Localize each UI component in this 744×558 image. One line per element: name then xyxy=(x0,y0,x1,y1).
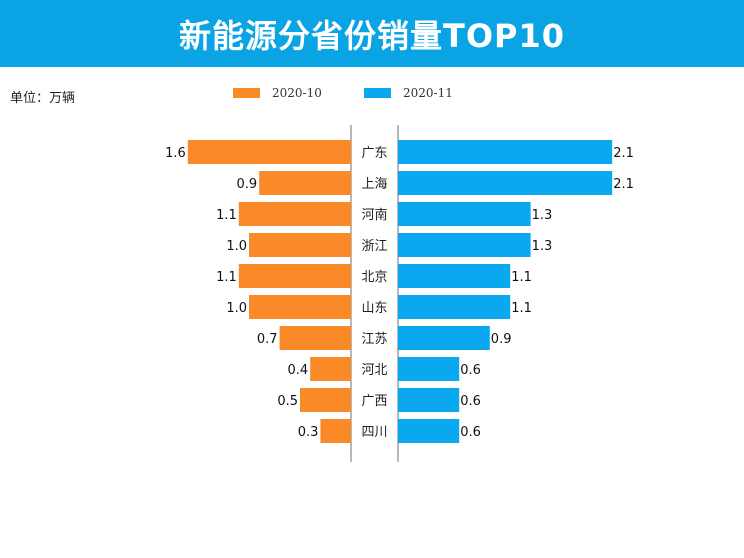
category-label: 广东 xyxy=(361,146,387,161)
value-label-2020-11: 0.9 xyxy=(491,332,512,347)
bar-2020-10-北京 xyxy=(238,264,351,288)
bar-2020-11-江苏 xyxy=(398,326,490,350)
value-label-2020-11: 1.1 xyxy=(511,301,532,316)
value-label-2020-10: 0.9 xyxy=(237,177,258,192)
bar-2020-10-广西 xyxy=(300,388,351,412)
value-label-2020-11: 1.1 xyxy=(511,270,532,285)
bar-2020-10-河北 xyxy=(310,357,351,381)
bar-2020-10-上海 xyxy=(259,171,351,195)
bar-2020-11-广西 xyxy=(398,388,460,412)
value-label-2020-10: 1.0 xyxy=(226,301,247,316)
category-label: 河北 xyxy=(361,363,387,378)
category-label: 广西 xyxy=(361,394,387,409)
value-label-2020-10: 0.4 xyxy=(288,363,309,378)
bar-2020-11-广东 xyxy=(398,140,613,164)
bar-2020-11-山东 xyxy=(398,295,511,319)
bar-2020-11-浙江 xyxy=(398,233,531,257)
unit-label: 单位：万辆 xyxy=(10,91,76,106)
bar-2020-11-上海 xyxy=(398,171,613,195)
value-label-2020-11: 0.6 xyxy=(460,363,481,378)
category-label: 上海 xyxy=(361,177,387,192)
legend-swatch-nov xyxy=(364,88,391,98)
bar-2020-10-广东 xyxy=(187,140,351,164)
legend-label-oct: 2020-10 xyxy=(272,86,322,100)
category-label: 浙江 xyxy=(361,239,387,254)
category-label: 江苏 xyxy=(361,331,387,347)
value-label-2020-10: 0.7 xyxy=(257,332,278,347)
bar-2020-10-河南 xyxy=(238,202,351,226)
bar-2020-11-河北 xyxy=(398,357,460,381)
value-label-2020-10: 1.1 xyxy=(216,270,237,285)
value-label-2020-11: 1.3 xyxy=(532,208,553,223)
category-label: 河南 xyxy=(361,207,387,223)
legend-item-oct: 2020-10 xyxy=(233,86,322,100)
legend-label-nov: 2020-11 xyxy=(403,86,453,100)
bar-2020-10-浙江 xyxy=(249,233,351,257)
bar-2020-11-河南 xyxy=(398,202,531,226)
bar-2020-10-四川 xyxy=(320,419,351,443)
value-label-2020-11: 2.1 xyxy=(613,177,634,192)
chart-title: 新能源分省份销量TOP10 xyxy=(178,16,566,55)
value-label-2020-10: 1.1 xyxy=(216,208,237,223)
value-label-2020-10: 1.6 xyxy=(165,146,186,161)
value-label-2020-11: 1.3 xyxy=(532,239,553,254)
legend-item-nov: 2020-11 xyxy=(364,86,453,100)
value-label-2020-10: 1.0 xyxy=(226,239,247,254)
category-label: 山东 xyxy=(361,301,387,316)
value-label-2020-11: 2.1 xyxy=(613,146,634,161)
value-label-2020-11: 0.6 xyxy=(460,425,481,440)
legend-swatch-oct xyxy=(233,88,260,98)
value-label-2020-10: 0.5 xyxy=(277,394,298,409)
title-bar: 新能源分省份销量TOP10 xyxy=(0,0,744,67)
value-label-2020-11: 0.6 xyxy=(460,394,481,409)
bar-2020-10-江苏 xyxy=(279,326,351,350)
bar-2020-11-四川 xyxy=(398,419,460,443)
value-label-2020-10: 0.3 xyxy=(298,425,319,440)
bar-2020-11-北京 xyxy=(398,264,511,288)
category-label: 北京 xyxy=(361,270,387,285)
category-label: 四川 xyxy=(361,425,387,440)
bar-2020-10-山东 xyxy=(249,295,351,319)
